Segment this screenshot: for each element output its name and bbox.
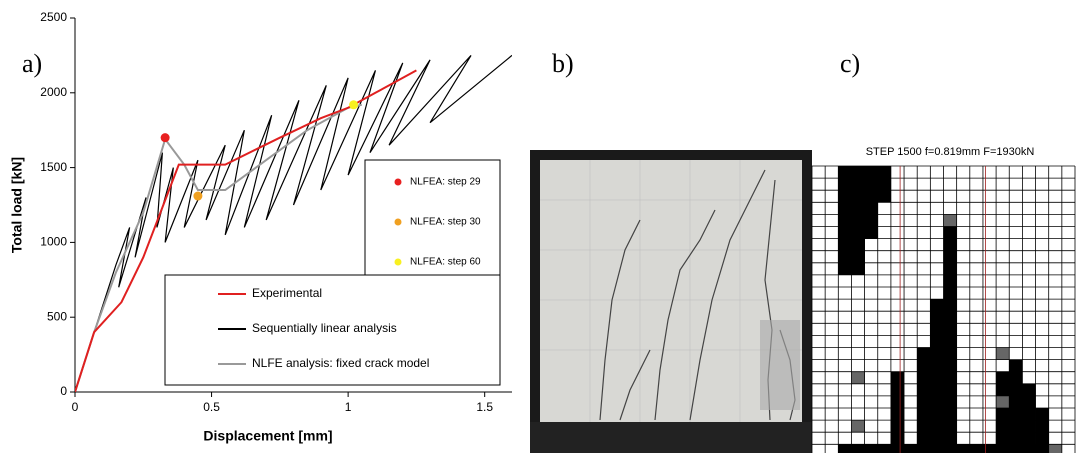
chart: 0 500 1000 1500 2000 2500 0 0.5 1 1.5 Displacemen… — [9, 10, 512, 444]
x-axis-title: Displacement [mm] — [203, 428, 332, 444]
crack-cell — [1048, 444, 1062, 453]
y-tick-label: 2500 — [40, 10, 67, 24]
crack-cell — [930, 299, 944, 453]
x-tick-label: 1 — [345, 400, 352, 414]
crack-cell — [1022, 383, 1036, 453]
legend-box — [364, 159, 501, 286]
y-axis-title: Total load [kN] — [9, 157, 25, 253]
legend-marker — [394, 258, 402, 266]
panel-label: b) — [552, 49, 574, 78]
specimen-photo — [530, 150, 812, 453]
series-line — [75, 54, 512, 392]
x-tick-label: 0.5 — [203, 400, 220, 414]
crack-cell — [1035, 408, 1049, 453]
legend-label: NLFE analysis: fixed crack model — [252, 356, 429, 370]
marker — [193, 191, 203, 201]
panel-label: a) — [22, 49, 42, 78]
crack-cell — [917, 347, 931, 453]
crack-cell — [838, 202, 878, 239]
y-tick-label: 2000 — [40, 85, 67, 99]
series-line — [75, 103, 362, 392]
crack-cell — [996, 371, 1010, 453]
crack-pattern-title: STEP 1500 f=0.819mm F=1930kN — [866, 146, 1035, 158]
panel-label: c) — [840, 49, 860, 78]
marker — [349, 100, 359, 110]
crack-cell — [943, 226, 957, 453]
crack-cell — [996, 347, 1010, 360]
legend-label: Experimental — [252, 286, 322, 300]
y-tick-label: 1000 — [40, 235, 67, 249]
crack-cell — [851, 420, 865, 433]
crack-pattern — [811, 165, 1076, 453]
crack-cell — [996, 395, 1010, 408]
x-tick-label: 1.5 — [476, 400, 493, 414]
legend-label: NLFEA: step 29 — [410, 177, 481, 188]
legend-marker — [394, 218, 402, 226]
legend-label: Sequentially linear analysis — [252, 321, 397, 335]
legend-marker — [394, 178, 402, 186]
y-tick-label: 500 — [47, 309, 67, 323]
crack-cell — [943, 214, 957, 227]
crack-cell — [851, 371, 865, 384]
marker — [160, 133, 170, 143]
legend-label: NLFEA: step 30 — [410, 217, 481, 228]
y-tick-label: 0 — [60, 384, 67, 398]
crack-cell — [1009, 359, 1023, 453]
crack-cell — [890, 371, 905, 453]
y-tick-label: 1500 — [40, 160, 67, 174]
legend-label: NLFEA: step 60 — [410, 257, 481, 268]
x-tick-label: 0 — [72, 400, 79, 414]
